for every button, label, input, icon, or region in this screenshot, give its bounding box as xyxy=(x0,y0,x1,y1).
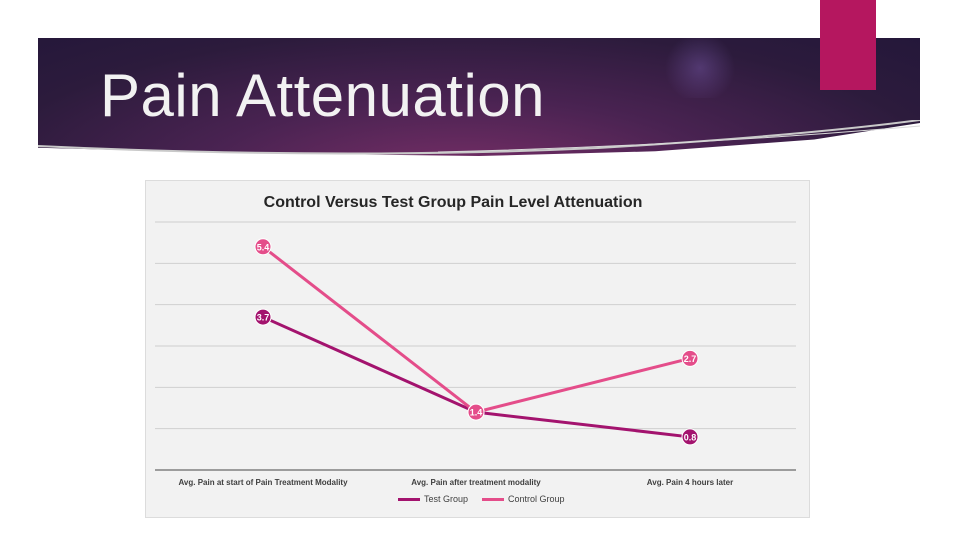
x-tick-label: Avg. Pain at start of Pain Treatment Mod… xyxy=(178,478,348,487)
legend-item-control-group: Control Group xyxy=(482,494,565,504)
data-point xyxy=(254,308,272,326)
data-point xyxy=(467,403,485,421)
x-tick-label: Avg. Pain 4 hours later xyxy=(647,478,733,487)
chart-legend: Test Group Control Group xyxy=(398,494,565,504)
slide-title: Pain Attenuation xyxy=(100,62,546,129)
x-tick-label: Avg. Pain after treatment modality xyxy=(411,478,541,487)
data-point xyxy=(254,238,272,256)
data-label: 5.4 xyxy=(257,242,270,252)
banner-swoosh xyxy=(38,120,920,155)
data-label: 1.4 xyxy=(470,408,483,418)
legend-label-test-group: Test Group xyxy=(424,494,469,504)
legend-swatch-test-group xyxy=(398,497,420,501)
chart-area xyxy=(145,180,810,518)
banner-glow xyxy=(660,38,740,98)
chart-title: Control Versus Test Group Pain Level Att… xyxy=(263,194,643,211)
legend-swatch-control-group xyxy=(482,497,505,501)
legend-label-control-group: Control Group xyxy=(508,494,565,504)
data-label: 0.8 xyxy=(684,432,697,442)
data-point xyxy=(681,349,699,367)
legend-item-test-group: Test Group xyxy=(398,494,468,504)
data-label: 2.7 xyxy=(684,354,697,364)
accent-bar xyxy=(820,0,876,90)
data-point xyxy=(681,428,699,446)
data-label: 3.7 xyxy=(257,313,270,323)
